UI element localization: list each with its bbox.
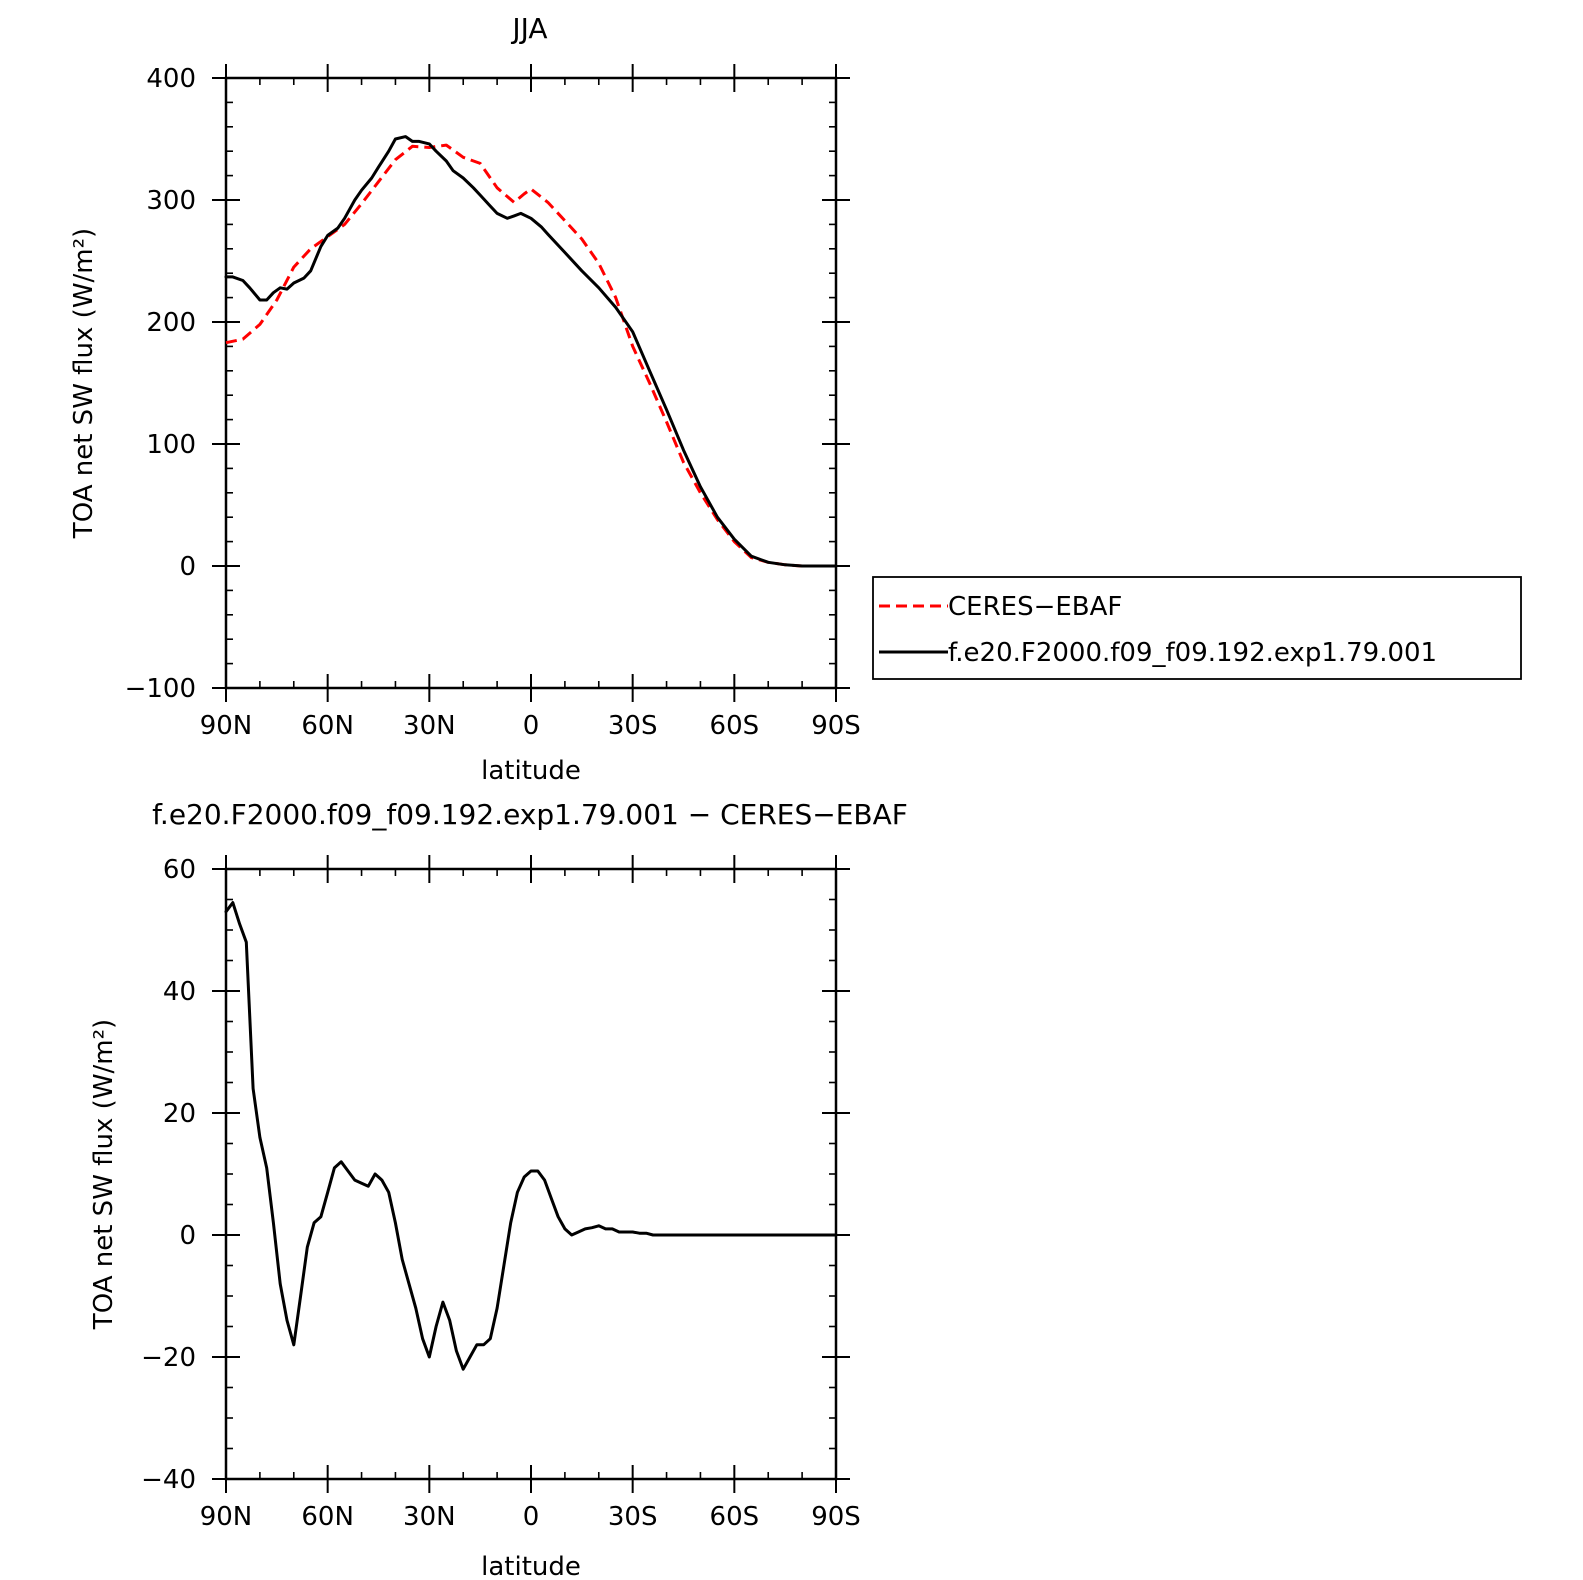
top-axis-ticks: 90N 60N 30N 0 30S 60S 90S −100 0 100 200 300 400 bbox=[125, 64, 861, 741]
bottom-x-tick-label: 90N bbox=[200, 1502, 253, 1532]
bottom-axis-ticks: 90N 60N 30N 0 30S 60S 90S −40 −20 0 20 40 60 bbox=[141, 855, 861, 1532]
bottom-y-tick-label: 20 bbox=[163, 1099, 196, 1129]
top-x-axis-label: latitude bbox=[481, 756, 581, 786]
bottom-y-tick-label: 60 bbox=[163, 855, 196, 885]
top-x-tick-label: 30N bbox=[403, 711, 456, 741]
top-y-tick-label: 200 bbox=[146, 308, 196, 338]
bottom-panel: f.e20.F2000.f09_f09.192.exp1.79.001 − CE… bbox=[89, 798, 908, 1580]
bottom-y-axis-label: TOA net SW flux (W/m²) bbox=[89, 1019, 119, 1330]
bottom-x-tick-label: 30S bbox=[608, 1502, 658, 1532]
bottom-y-tick-label: 40 bbox=[163, 977, 196, 1007]
top-y-tick-label: 100 bbox=[146, 430, 196, 460]
top-x-tick-label: 60N bbox=[301, 711, 354, 741]
bottom-x-tick-label: 60N bbox=[301, 1502, 354, 1532]
top-chart-title: JJA bbox=[510, 12, 547, 45]
bottom-series-line-0 bbox=[224, 901, 838, 1371]
top-panel: JJA 90N 60N 30N 0 30S 60S 90S −100 0 100 200 300 400… bbox=[69, 12, 1522, 786]
bottom-x-tick-label: 0 bbox=[523, 1502, 540, 1532]
legend-label-ceres: CERES−EBAF bbox=[948, 592, 1122, 622]
legend-box bbox=[872, 576, 1522, 680]
legend-label-model: f.e20.F2000.f09_f09.192.exp1.79.001 bbox=[948, 638, 1437, 668]
bottom-chart-title: f.e20.F2000.f09_f09.192.exp1.79.001 − CE… bbox=[152, 798, 908, 831]
top-series-line-0 bbox=[225, 143, 836, 568]
top-y-tick-label: 400 bbox=[146, 64, 196, 94]
bottom-series-layer bbox=[224, 901, 838, 1371]
top-x-tick-label: 90S bbox=[811, 711, 861, 741]
top-x-tick-label: 0 bbox=[523, 711, 540, 741]
top-y-tick-label: −100 bbox=[125, 674, 196, 704]
top-x-tick-label: 90N bbox=[200, 711, 253, 741]
bottom-y-tick-label: 0 bbox=[179, 1221, 196, 1251]
bottom-x-axis-label: latitude bbox=[481, 1552, 581, 1580]
bottom-y-tick-label: −40 bbox=[141, 1465, 196, 1495]
top-x-tick-label: 30S bbox=[608, 711, 658, 741]
top-y-axis-label: TOA net SW flux (W/m²) bbox=[69, 228, 99, 539]
bottom-y-tick-label: −20 bbox=[141, 1343, 196, 1373]
top-x-tick-label: 60S bbox=[710, 711, 760, 741]
top-y-tick-label: 300 bbox=[146, 186, 196, 216]
bottom-plot-frame bbox=[224, 867, 838, 1481]
bottom-x-tick-label: 60S bbox=[710, 1502, 760, 1532]
top-series-line-1 bbox=[224, 135, 838, 568]
legend: CERES−EBAF f.e20.F2000.f09_f09.192.exp1.… bbox=[872, 576, 1522, 680]
top-plot-frame bbox=[224, 76, 838, 690]
top-y-tick-label: 0 bbox=[179, 552, 196, 582]
bottom-x-tick-label: 30N bbox=[403, 1502, 456, 1532]
bottom-x-tick-label: 90S bbox=[811, 1502, 861, 1532]
top-series-layer bbox=[224, 135, 838, 568]
